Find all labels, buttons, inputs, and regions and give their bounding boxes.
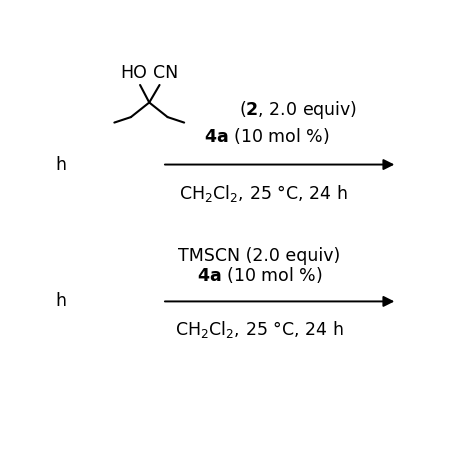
Text: CN: CN xyxy=(153,64,178,82)
Text: ($\mathbf{2}$, 2.0 equiv): ($\mathbf{2}$, 2.0 equiv) xyxy=(239,99,357,121)
Text: CH$_2$Cl$_2$, 25 °C, 24 h: CH$_2$Cl$_2$, 25 °C, 24 h xyxy=(175,319,344,340)
Text: h: h xyxy=(55,155,66,173)
Text: $\mathbf{4a}$ (10 mol %): $\mathbf{4a}$ (10 mol %) xyxy=(197,265,322,285)
Text: HO: HO xyxy=(120,64,147,82)
Text: $\mathbf{4a}$ (10 mol %): $\mathbf{4a}$ (10 mol %) xyxy=(204,126,329,146)
Text: CH$_2$Cl$_2$, 25 °C, 24 h: CH$_2$Cl$_2$, 25 °C, 24 h xyxy=(179,183,347,204)
Text: h: h xyxy=(55,292,66,310)
Text: TMSCN (2.0 equiv): TMSCN (2.0 equiv) xyxy=(178,247,341,265)
